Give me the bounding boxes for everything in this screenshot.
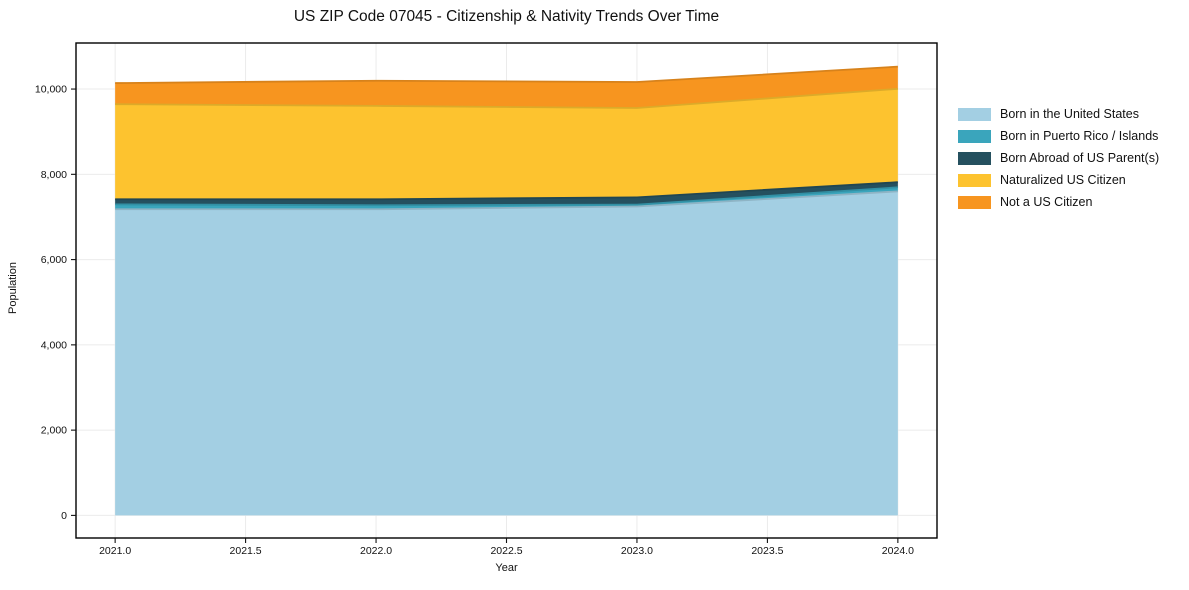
edge-born-in-the-united-states xyxy=(115,190,898,211)
edge-born-in-puerto-rico-islands xyxy=(115,186,898,207)
y-tick-label: 2,000 xyxy=(41,425,67,437)
legend-label: Not a US Citizen xyxy=(1000,195,1093,209)
legend-label: Born in the United States xyxy=(1000,107,1139,121)
legend-item-born-in-the-united-states: Born in the United States xyxy=(958,108,1159,121)
area-born-in-the-united-states xyxy=(115,191,898,516)
x-tick-label: 2022.5 xyxy=(490,545,522,557)
edge-not-a-us-citizen xyxy=(115,65,898,84)
edge-born-abroad-of-us-parent-s xyxy=(115,181,898,201)
legend-item-not-a-us-citizen: Not a US Citizen xyxy=(958,196,1159,209)
y-tick-label: 6,000 xyxy=(41,254,67,266)
area-naturalized-us-citizen xyxy=(115,88,898,200)
y-tick-label: 10,000 xyxy=(35,84,67,96)
legend-item-born-abroad-of-us-parent-s: Born Abroad of US Parent(s) xyxy=(958,152,1159,165)
x-tick-label: 2022.0 xyxy=(360,545,392,557)
x-tick-label: 2021.5 xyxy=(230,545,262,557)
area-not-a-us-citizen xyxy=(115,66,898,109)
legend-item-born-in-puerto-rico-islands: Born in Puerto Rico / Islands xyxy=(958,130,1159,143)
x-tick-label: 2021.0 xyxy=(99,545,131,557)
legend-label: Born in Puerto Rico / Islands xyxy=(1000,129,1159,143)
legend-item-naturalized-us-citizen: Naturalized US Citizen xyxy=(958,174,1159,187)
legend-label: Naturalized US Citizen xyxy=(1000,173,1126,187)
legend-swatch-born-in-puerto-rico-islands xyxy=(958,130,991,143)
x-tick-label: 2023.5 xyxy=(751,545,783,557)
y-tick-label: 8,000 xyxy=(41,169,67,181)
x-axis-label: Year xyxy=(495,562,518,574)
y-tick-label: 4,000 xyxy=(41,339,67,351)
legend-swatch-born-in-the-united-states xyxy=(958,108,991,121)
x-tick-label: 2024.0 xyxy=(882,545,914,557)
edge-naturalized-us-citizen xyxy=(115,87,898,109)
x-tick-label: 2023.0 xyxy=(621,545,653,557)
legend: Born in the United States Born in Puerto … xyxy=(958,108,1159,209)
legend-swatch-naturalized-us-citizen xyxy=(958,174,991,187)
legend-label: Born Abroad of US Parent(s) xyxy=(1000,151,1160,165)
y-tick-label: 0 xyxy=(61,510,67,522)
chart-title: US ZIP Code 07045 - Citizenship & Nativi… xyxy=(293,8,720,25)
legend-swatch-born-abroad-of-us-parent-s xyxy=(958,152,991,165)
legend-swatch-not-a-us-citizen xyxy=(958,196,991,209)
